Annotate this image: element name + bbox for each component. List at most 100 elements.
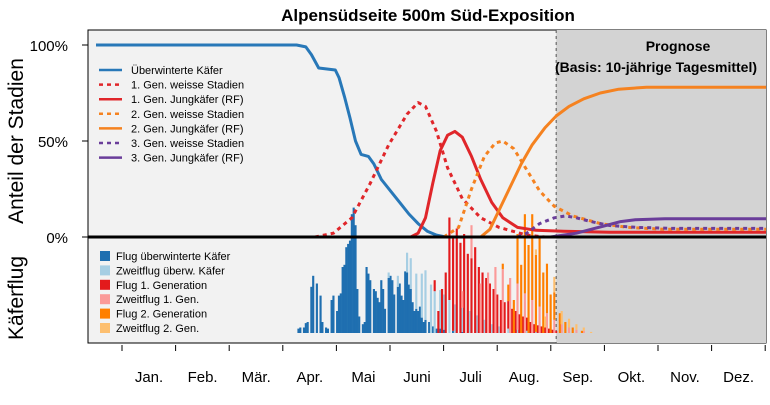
flight-bar <box>544 327 547 333</box>
flight-bar <box>538 238 541 307</box>
x-tick-label: Dez. <box>723 369 754 386</box>
flight-bar <box>336 311 339 333</box>
flight-bar <box>470 225 473 259</box>
flight-bar <box>545 313 549 333</box>
flight-bar <box>376 297 379 333</box>
flight-bar <box>571 327 574 333</box>
flight-bar <box>411 302 414 333</box>
flight-bar <box>516 329 519 333</box>
flight-bar <box>326 328 329 333</box>
flight-bar <box>347 243 350 333</box>
flight-bar <box>380 280 383 333</box>
flight-bar <box>534 331 537 333</box>
flight-bar <box>448 217 451 300</box>
flight-bar <box>459 242 462 333</box>
legend-label: Flug 2. Generation <box>116 309 207 321</box>
flight-bar <box>547 328 550 333</box>
flight-bar <box>551 329 554 333</box>
flight-bar <box>507 328 510 333</box>
flight-bar <box>540 326 543 333</box>
flight-bar <box>525 330 528 333</box>
flight-bar <box>555 330 558 333</box>
flight-bar <box>499 300 503 333</box>
flight-bar <box>350 214 353 333</box>
flight-bar <box>343 264 346 333</box>
flight-bar <box>560 324 563 333</box>
x-tick-label: Aug. <box>509 369 540 386</box>
flight-bar <box>466 253 469 333</box>
flight-bar <box>424 270 427 320</box>
x-tick-label: Feb. <box>188 369 218 386</box>
flight-bar <box>549 294 552 333</box>
series-line <box>314 101 766 239</box>
flight-bar <box>348 240 352 333</box>
flight-bar <box>439 290 442 329</box>
flight-bar <box>516 283 519 330</box>
flight-bar <box>523 214 526 294</box>
flight-bar <box>531 300 534 333</box>
flight-bar <box>509 278 512 333</box>
flight-bars <box>297 207 593 333</box>
flight-bar <box>409 289 412 333</box>
y-tick-label: 50% <box>38 134 68 151</box>
flight-bar <box>382 289 385 333</box>
flight-bar <box>406 272 409 333</box>
x-tick-label: Mai <box>351 369 375 386</box>
flight-bar <box>431 326 434 333</box>
flight-bar <box>503 302 506 333</box>
flight-bar <box>527 245 530 333</box>
flight-bar <box>488 283 491 333</box>
flight-bar <box>398 283 401 333</box>
flight-bar <box>330 300 333 333</box>
flight-bar <box>498 326 501 333</box>
legend-swatch <box>100 308 110 319</box>
flight-bar <box>544 316 547 328</box>
flight-bar <box>538 306 541 333</box>
chart-title: Alpensüdseite 500m Süd-Exposition <box>281 6 575 25</box>
flight-bar <box>507 301 510 329</box>
legend-label: Zweitflug überw. Käfer <box>116 265 225 277</box>
flight-bar <box>512 300 515 333</box>
flight-bar <box>558 313 561 333</box>
flight-bar <box>529 322 532 333</box>
flight-bar <box>400 295 403 333</box>
flight-bar <box>337 295 341 333</box>
flight-bar <box>433 280 436 292</box>
x-axis: Jan. Feb. Mär. Apr. Mai Juni Juli Aug. Sep. Okt. N… <box>121 345 766 386</box>
flight-bar <box>369 280 372 333</box>
flight-bar <box>420 317 423 333</box>
flight-bar <box>494 267 497 333</box>
legend-label: 3. Gen. Jungkäfer (RF) <box>131 153 244 165</box>
legend-label: 3. Gen. weisse Stadien <box>131 138 244 150</box>
flight-bar <box>442 329 445 333</box>
flight-bar <box>418 306 422 333</box>
flight-bar <box>531 214 534 300</box>
flight-bar <box>575 329 578 333</box>
flight-bar <box>477 267 480 333</box>
flight-bar <box>501 263 504 270</box>
forecast-region <box>556 30 766 343</box>
flight-bar <box>463 234 466 333</box>
flight-bar <box>461 307 464 332</box>
flight-bar <box>496 294 499 333</box>
flight-bar <box>424 319 427 333</box>
flight-bar <box>553 319 556 333</box>
legend-swatch <box>100 294 110 305</box>
flight-bar <box>297 328 300 333</box>
flight-bar <box>310 286 313 333</box>
y-tick-label: 0% <box>46 230 68 247</box>
legend-label: 1. Gen. weisse Stadien <box>131 80 244 92</box>
flight-bar <box>452 330 455 333</box>
flight-bar <box>332 295 335 333</box>
flight-bar <box>407 284 410 333</box>
flight-bar <box>444 272 447 333</box>
flight-bar <box>402 300 405 333</box>
flight-bar <box>479 283 482 333</box>
flight-bar <box>474 247 477 333</box>
x-tick-label: Juni <box>403 369 431 386</box>
legend-label: Flug 1. Generation <box>116 280 207 292</box>
flight-bar <box>545 263 549 314</box>
flight-bar <box>520 264 523 333</box>
flight-bar <box>428 322 431 333</box>
